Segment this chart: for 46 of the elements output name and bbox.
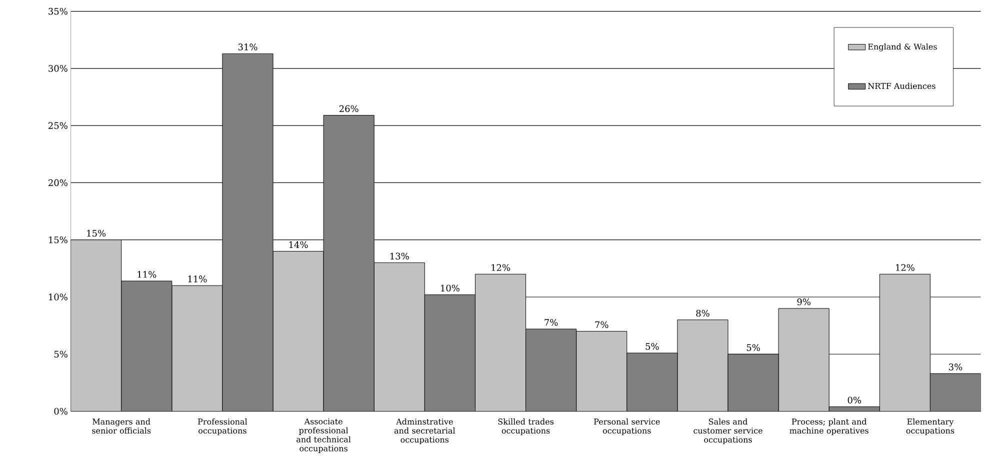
y-tick-label: 0%: [54, 408, 68, 415]
data-label: 15%: [87, 230, 106, 237]
data-label: 10%: [441, 284, 460, 292]
data-label: 12%: [492, 264, 510, 272]
data-label: 5%: [746, 344, 760, 352]
x-tick-label: Associate professional and technical occupations: [296, 418, 351, 454]
data-label: 31%: [238, 44, 258, 51]
data-label: 8%: [696, 310, 710, 317]
bar: [272, 251, 324, 412]
data-label: 0%: [848, 396, 862, 404]
data-label: 7%: [544, 319, 558, 326]
data-label: 12%: [896, 264, 914, 272]
data-label: 3%: [949, 364, 962, 371]
bar: [70, 240, 122, 412]
data-label: 13%: [390, 252, 409, 260]
x-tick-label: Adminstrative and secretarial occupations: [394, 418, 456, 444]
data-label: 14%: [289, 241, 308, 248]
y-tick-label: 10%: [49, 294, 68, 301]
x-tick-label: Sales and customer service occupations: [694, 418, 762, 444]
x-tick-label: Skilled trades occupations: [498, 418, 554, 436]
legend-label: NRTF Audiences: [868, 82, 936, 90]
bar: [677, 320, 728, 412]
bar: [374, 262, 425, 412]
data-label: 7%: [595, 321, 608, 328]
legend-label: England & Wales: [868, 44, 937, 52]
y-tick-label: 30%: [48, 65, 68, 72]
x-tick-label: Process; plant and machine operatives: [790, 418, 868, 436]
y-tick-label: 15%: [49, 236, 68, 244]
y-tick-label: 35%: [48, 8, 68, 15]
bar: [474, 274, 526, 412]
data-label: 26%: [339, 105, 358, 112]
x-tick-label: Managers and senior officials: [92, 418, 151, 434]
bar: [172, 286, 223, 412]
bar: [778, 308, 830, 412]
data-label: 5%: [646, 343, 659, 350]
x-tick-label: Personal service occupations: [594, 418, 660, 436]
x-tick-label: Elementary occupations: [906, 418, 954, 436]
bar: [576, 331, 628, 412]
data-label: 11%: [188, 276, 207, 283]
data-label: 11%: [138, 271, 156, 278]
x-tick-label: Professional occupations: [198, 418, 248, 436]
y-tick-label: 25%: [48, 122, 68, 130]
data-label: 9%: [797, 298, 810, 306]
y-tick-label: 5%: [54, 350, 68, 358]
y-tick-label: 20%: [48, 179, 68, 186]
bar: [879, 274, 930, 412]
